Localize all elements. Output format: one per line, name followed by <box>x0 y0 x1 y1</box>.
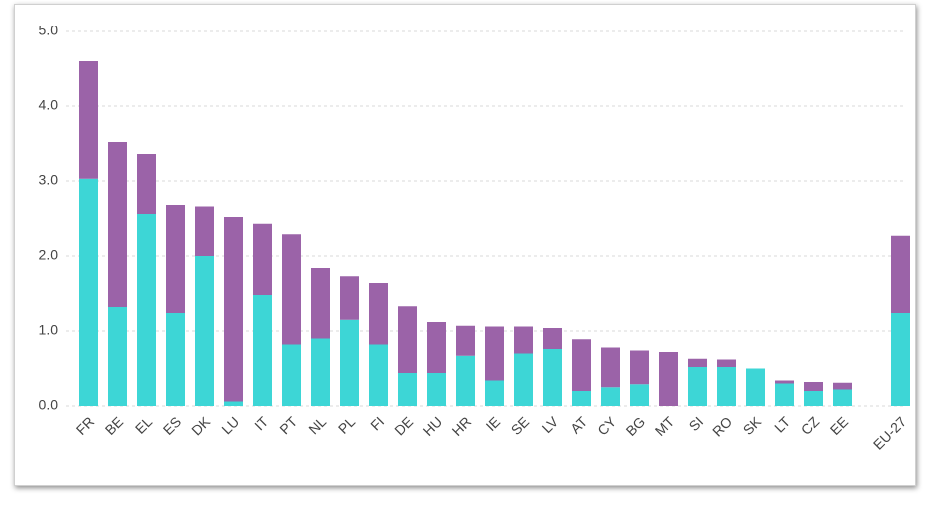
x-tick-label: IT <box>251 413 271 433</box>
bar-segment <box>427 373 446 406</box>
bar-segment <box>108 307 127 406</box>
x-tick-label: HU <box>420 413 446 439</box>
bar-segment <box>224 217 243 402</box>
bar-segment <box>485 380 504 406</box>
bar-segment <box>137 154 156 214</box>
bar-segment <box>79 61 98 179</box>
bar-segment <box>572 339 591 391</box>
bar-segment <box>688 367 707 406</box>
x-tick-label: EE <box>827 413 852 438</box>
x-tick-label: BG <box>623 413 649 439</box>
bar-segment <box>891 235 910 313</box>
bar-segment <box>398 373 417 406</box>
bar-segment <box>717 359 736 367</box>
x-tick-label: FR <box>73 413 98 438</box>
bar-segment <box>804 391 823 406</box>
bar-segment <box>282 234 301 345</box>
bar-segment <box>398 306 417 373</box>
x-tick-label: AT <box>567 413 591 437</box>
bar-segment <box>514 326 533 354</box>
x-tick-label: IE <box>483 413 504 434</box>
bar-segment <box>369 283 388 345</box>
bar-segment <box>253 223 272 295</box>
bar-segment <box>311 338 330 406</box>
bar-segment <box>166 205 185 313</box>
y-tick-label: 1.0 <box>39 322 59 338</box>
bar-segment <box>195 206 214 256</box>
x-tick-label: HR <box>449 413 475 439</box>
y-tick-label: 0.0 <box>39 397 59 413</box>
bar-segment <box>688 358 707 367</box>
bar-segment <box>340 319 359 406</box>
bar-segment <box>79 178 98 406</box>
x-tick-label: NL <box>305 413 329 437</box>
x-tick-label: RO <box>709 413 735 439</box>
y-tick-label: 3.0 <box>39 172 59 188</box>
bar-segment <box>456 355 475 406</box>
bar-segment <box>601 347 620 388</box>
x-tick-label: SI <box>686 413 707 434</box>
y-tick-label: 5.0 <box>39 22 59 38</box>
bar-segment <box>630 384 649 406</box>
bar-segment <box>601 387 620 406</box>
bar-segment <box>311 268 330 339</box>
bar-segment <box>630 350 649 385</box>
bar-segment <box>195 256 214 406</box>
bar-segment <box>514 353 533 406</box>
bar-segment <box>746 368 765 406</box>
x-tick-label: LU <box>218 413 242 437</box>
bar-segment <box>891 313 910 406</box>
x-tick-label: LV <box>539 413 562 436</box>
bar-segment <box>137 214 156 406</box>
bar-segment <box>166 313 185 406</box>
y-tick-label: 2.0 <box>39 247 59 263</box>
bar-segment <box>369 344 388 406</box>
x-tick-label: PT <box>276 413 300 437</box>
bar-segment <box>253 295 272 406</box>
x-tick-label: MT <box>652 413 678 439</box>
bar-segment <box>340 276 359 320</box>
bar-segment <box>775 383 794 406</box>
bar-segment <box>833 382 852 390</box>
bar-segment <box>108 142 127 307</box>
bar-segment <box>804 382 823 391</box>
x-tick-label: SE <box>508 413 533 438</box>
x-tick-label: BE <box>102 413 127 438</box>
x-tick-label: DE <box>391 413 416 438</box>
y-tick-label: 4.0 <box>39 97 59 113</box>
bar-segment <box>717 367 736 406</box>
x-tick-label: CY <box>594 413 620 439</box>
bar-segment <box>224 401 243 406</box>
plot: 0.0 1.0 2.0 3.0 4.0 5.0 FR BE EL ES DK LU IT PT NL PL FI… <box>39 22 910 453</box>
x-tick-label: EL <box>132 413 156 437</box>
bar-segment <box>485 326 504 381</box>
x-tick-label: PL <box>335 413 359 437</box>
bar-segment <box>572 391 591 406</box>
bar-segment <box>456 325 475 356</box>
x-tick-label: LT <box>771 413 793 435</box>
bar-segment <box>543 349 562 406</box>
x-tick-label: DK <box>188 413 214 439</box>
bar-segment <box>543 328 562 349</box>
x-tick-label: ES <box>160 413 185 438</box>
bar-segment <box>427 322 446 373</box>
bar-segment <box>282 344 301 406</box>
x-tick-label: CZ <box>798 413 823 438</box>
bar-segment <box>659 352 678 406</box>
x-tick-label: FI <box>367 413 387 433</box>
x-tick-label: EU-27 <box>870 413 910 453</box>
x-tick-label: SK <box>740 413 765 438</box>
bar-segment <box>833 389 852 406</box>
bar-segment <box>775 380 794 384</box>
